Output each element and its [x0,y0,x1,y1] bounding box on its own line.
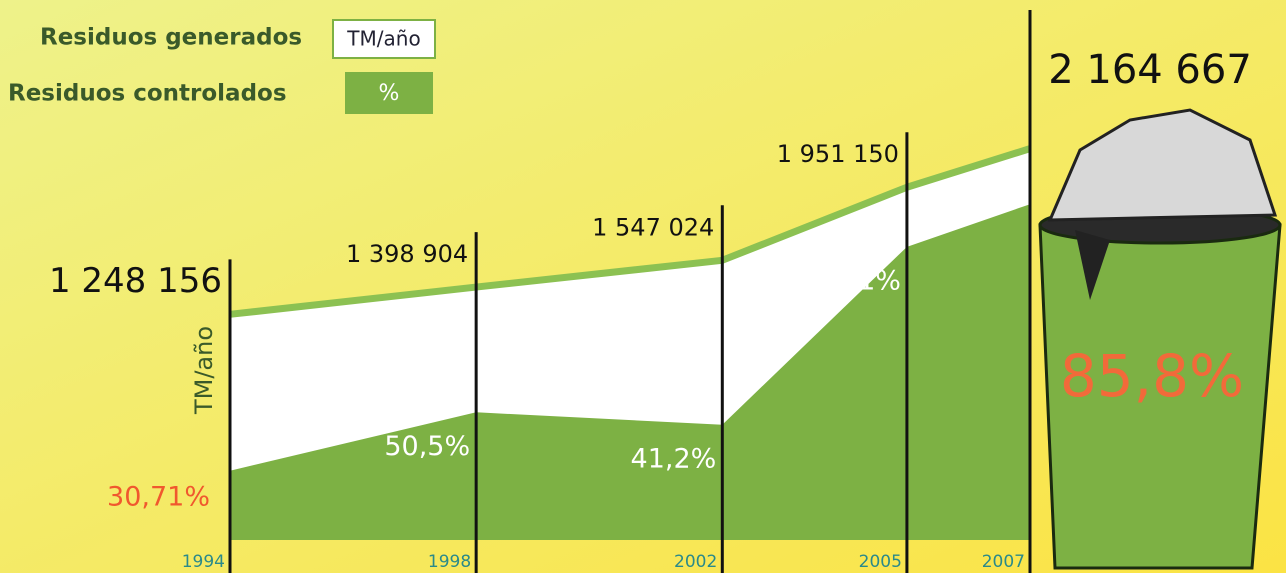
value-label: 1 951 150 [777,140,899,168]
percent-label: 30,71% [107,482,210,513]
x-tick-label: 1998 [428,552,471,572]
x-tick-label: 2005 [859,552,902,572]
percent-label: 83,1% [815,265,901,296]
legend-label: Residuos controlados [8,81,287,107]
y-axis-label: TM/año [190,326,218,415]
value-label: 1 398 904 [346,240,468,268]
percent-label: 85,8% [1060,342,1244,410]
value-label: 1 248 156 [49,261,222,301]
controlled-area [230,204,1030,540]
legend: Residuos generados TM/año Residuos contr… [8,19,436,114]
legend-unit: TM/año [346,27,420,51]
trash-can [1038,108,1282,570]
legend-label: Residuos generados [40,25,302,51]
legend-swatch [345,72,433,114]
value-label: 2 164 667 [1048,47,1252,93]
x-tick-label: 2002 [674,552,717,572]
legend-unit: % [379,81,400,106]
value-label: 1 547 024 [592,213,714,241]
x-tick-label: 1994 [182,552,225,572]
percent-label: 50,5% [384,431,470,462]
percent-label: 41,2% [631,443,717,474]
legend-swatch [332,19,436,59]
x-tick-label: 2007 [982,552,1025,572]
